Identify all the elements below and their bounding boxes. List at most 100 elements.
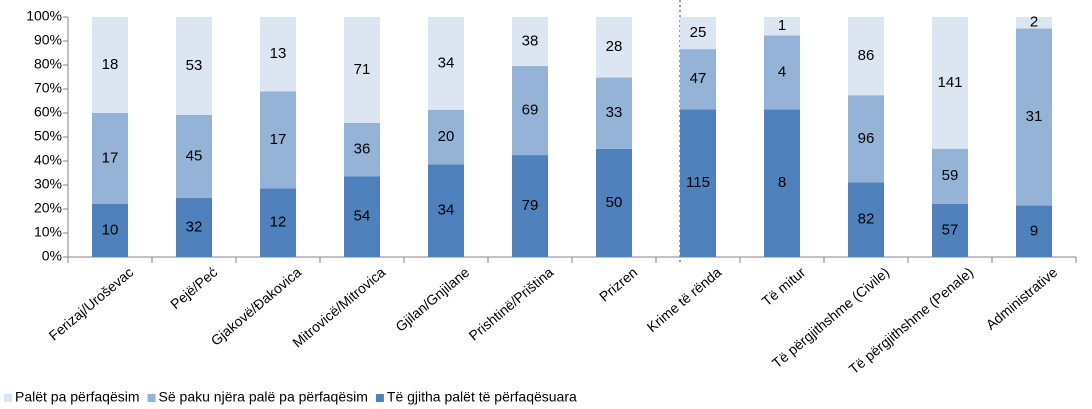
bar-segment	[680, 109, 716, 257]
data-label: 69	[522, 102, 539, 119]
data-label: 31	[1026, 108, 1043, 125]
bar-segment	[764, 109, 800, 257]
data-label: 53	[186, 57, 203, 74]
x-tick-label: Krime të rënda	[644, 264, 725, 335]
x-tick-label: Mitrovicë/Mitrovica	[289, 264, 388, 351]
y-tick-label: 30%	[34, 176, 62, 192]
y-tick-label: 70%	[34, 80, 62, 96]
data-label: 28	[606, 38, 623, 55]
bar-segment	[1016, 205, 1052, 257]
data-label: 54	[354, 208, 371, 225]
bar-segment	[92, 203, 128, 257]
bar-segment	[260, 17, 296, 92]
x-tick-label: Gjilan/Gnjilane	[392, 264, 472, 335]
x-tick-label: Të mitur	[759, 264, 809, 309]
bar-segment	[428, 17, 464, 110]
x-tick-label: Prizren	[596, 264, 640, 305]
y-tick-label: 10%	[34, 224, 62, 240]
bar-segment	[1016, 17, 1052, 29]
bar-segment	[428, 109, 464, 165]
data-label: 86	[858, 47, 875, 64]
bar-segment	[848, 182, 884, 257]
legend-label: Të gjitha palët të përfaqësuara	[387, 389, 577, 405]
data-label: 36	[354, 141, 371, 158]
y-tick-label: 0%	[42, 248, 62, 264]
bar-segment	[596, 148, 632, 257]
data-label: 10	[102, 221, 119, 238]
bar-segment	[848, 95, 884, 183]
bar-segment	[596, 77, 632, 149]
bar-segment	[932, 17, 968, 149]
bar-segment	[260, 91, 296, 189]
y-tick-label: 40%	[34, 152, 62, 168]
data-label: 50	[606, 194, 623, 211]
bar-segment	[260, 188, 296, 257]
y-tick-label: 50%	[34, 128, 62, 144]
y-tick-label: 100%	[26, 8, 62, 24]
x-tick-label: Ferizaj/Uroševac	[46, 264, 137, 344]
legend-label: Palët pa përfaqësim	[15, 389, 140, 405]
bar-segment	[176, 114, 212, 198]
data-label: 4	[778, 63, 786, 80]
data-label: 9	[1030, 222, 1038, 239]
x-tick-label: Administrative	[983, 264, 1061, 333]
data-label: 45	[186, 147, 203, 164]
legend-swatch	[147, 394, 156, 402]
data-label: 141	[937, 74, 962, 91]
bar-segment	[596, 17, 632, 78]
data-label: 82	[858, 211, 875, 228]
data-label: 34	[438, 54, 455, 71]
data-label: 47	[690, 70, 707, 87]
bar-segment	[344, 176, 380, 257]
bar-segment	[92, 17, 128, 113]
bar-segment	[92, 113, 128, 204]
data-label: 38	[522, 32, 539, 49]
data-label: 59	[942, 167, 959, 184]
bar-segment	[764, 35, 800, 110]
data-label: 96	[858, 130, 875, 147]
legend-swatch	[4, 394, 12, 402]
x-tick-label: Gjakovë/Đakovica	[208, 264, 305, 349]
y-tick-label: 80%	[34, 56, 62, 72]
bar-segment	[680, 17, 716, 50]
data-label: 20	[438, 128, 455, 145]
bar-segment	[176, 197, 212, 257]
bar-segment	[932, 148, 968, 204]
y-tick-label: 90%	[34, 32, 62, 48]
bar-segment	[512, 17, 548, 67]
x-tick-label: Pejë/Peć	[167, 264, 220, 312]
data-label: 25	[690, 24, 707, 41]
bar-segment	[764, 17, 800, 36]
data-label: 1	[778, 17, 786, 34]
data-label: 12	[270, 214, 287, 231]
legend-swatch	[375, 394, 384, 402]
bar-segment	[932, 203, 968, 257]
bar-segment	[1016, 28, 1052, 206]
y-tick-label: 20%	[34, 200, 62, 216]
bar-segment	[512, 155, 548, 257]
data-label: 2	[1030, 14, 1038, 31]
data-label: 8	[778, 174, 786, 191]
bar-segment	[176, 17, 212, 115]
data-label: 17	[270, 131, 287, 148]
x-tick-label: Prishtinë/Priština	[466, 264, 557, 344]
data-label: 34	[438, 202, 455, 219]
data-label: 71	[354, 61, 371, 78]
bar-segment	[680, 49, 716, 110]
data-label: 18	[102, 56, 119, 73]
legend-label: Së paku njëra palë pa përfaqësim	[159, 389, 368, 405]
data-label: 115	[686, 174, 710, 191]
bar-segment	[344, 122, 380, 177]
y-tick-label: 60%	[34, 104, 62, 120]
bar-segment	[428, 164, 464, 257]
bar-segment	[848, 17, 884, 96]
data-label: 32	[186, 218, 203, 235]
data-label: 17	[102, 149, 119, 166]
data-label: 79	[522, 197, 539, 214]
data-label: 57	[942, 221, 959, 238]
data-label: 33	[606, 104, 623, 121]
data-label: 13	[270, 45, 287, 62]
bar-segment	[512, 66, 548, 156]
bar-segment	[344, 17, 380, 123]
